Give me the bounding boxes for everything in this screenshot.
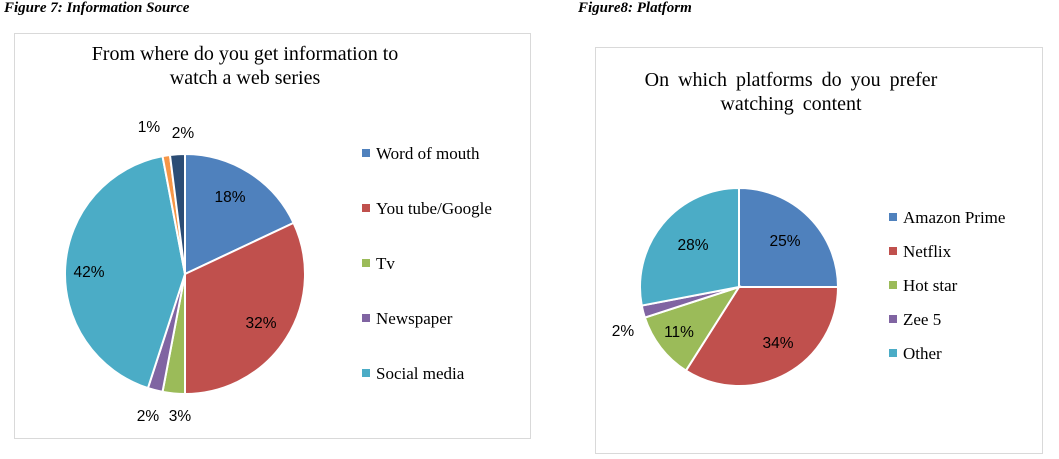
legend-item-amazon-prime: Amazon Prime [889, 208, 1005, 228]
legend-swatch [362, 314, 370, 323]
legend-item-social-media: Social media [362, 364, 464, 384]
legend-item-zee-5: Zee 5 [889, 310, 941, 330]
data-label-other-5: 1% [138, 119, 161, 136]
legend-item-hot-star: Hot star [889, 276, 957, 296]
legend-label: Amazon Prime [903, 208, 1006, 227]
data-label-hot-star: 11% [664, 324, 694, 341]
pie-slice-other [639, 186, 740, 307]
information-source-chart: From where do you get information to wat… [14, 33, 531, 439]
pie-slice-hot-star [643, 285, 742, 372]
data-label-word-of-mouth: 18% [214, 189, 245, 206]
platform-chart: On which platforms do you prefer watchin… [595, 47, 1043, 454]
chart-title: From where do you get information to wat… [91, 43, 399, 89]
chart-title: On which platforms do you prefer watchin… [644, 69, 938, 115]
legend-label: Social media [376, 364, 465, 383]
pie-slice-word-of-mouth [184, 152, 295, 276]
legend-item-other: Other [889, 344, 942, 364]
legend-swatch [889, 281, 897, 290]
legend-item-tv: Tv [362, 254, 395, 274]
data-label-you-tube-google: 32% [245, 315, 276, 332]
figure-7-caption: Figure 7: Information Source [4, 0, 190, 16]
data-label-tv: 3% [169, 408, 192, 425]
legend-swatch [362, 149, 370, 158]
data-label-netflix: 34% [762, 335, 793, 352]
pie-slice-other-6 [168, 152, 186, 275]
legend-item-you-tube-google: You tube/Google [362, 199, 492, 219]
platform-pie: 25% 34% 11% 2% 28% [612, 186, 840, 387]
pie-slice-you-tube-google [184, 221, 306, 396]
legend-swatch [889, 247, 897, 256]
figure-8-caption: Figure8: Platform [578, 0, 692, 16]
legend-swatch [889, 315, 897, 324]
legend-label: Other [903, 344, 942, 363]
data-label-other: 28% [677, 237, 708, 254]
data-label-other-6: 2% [172, 125, 195, 142]
pie-slice-amazon-prime [738, 186, 840, 288]
legend-label: Word of mouth [376, 144, 480, 163]
legend-label: Newspaper [376, 309, 453, 328]
information-source-pie: 18% 32% 3% 2% 42% 1% 2% [64, 119, 306, 425]
data-label-amazon-prime: 25% [769, 233, 800, 250]
legend-item-word-of-mouth: Word of mouth [362, 144, 479, 164]
legend-label: Tv [376, 254, 395, 273]
data-label-newspaper: 2% [137, 408, 160, 425]
legend-label: Zee 5 [903, 310, 942, 329]
legend-swatch [362, 369, 370, 378]
legend-swatch [362, 259, 370, 268]
legend-swatch [889, 213, 897, 222]
legend-swatch [362, 204, 370, 213]
legend-label: Hot star [903, 276, 958, 295]
data-label-zee-5: 2% [612, 323, 635, 340]
legend-swatch [889, 349, 897, 358]
pie-slice-social-media [64, 154, 187, 390]
legend-label: You tube/Google [376, 199, 492, 218]
legend-item-netflix: Netflix [889, 242, 951, 262]
legend-label: Netflix [903, 242, 952, 261]
legend-item-newspaper: Newspaper [362, 309, 452, 329]
data-label-social-media: 42% [73, 264, 104, 281]
